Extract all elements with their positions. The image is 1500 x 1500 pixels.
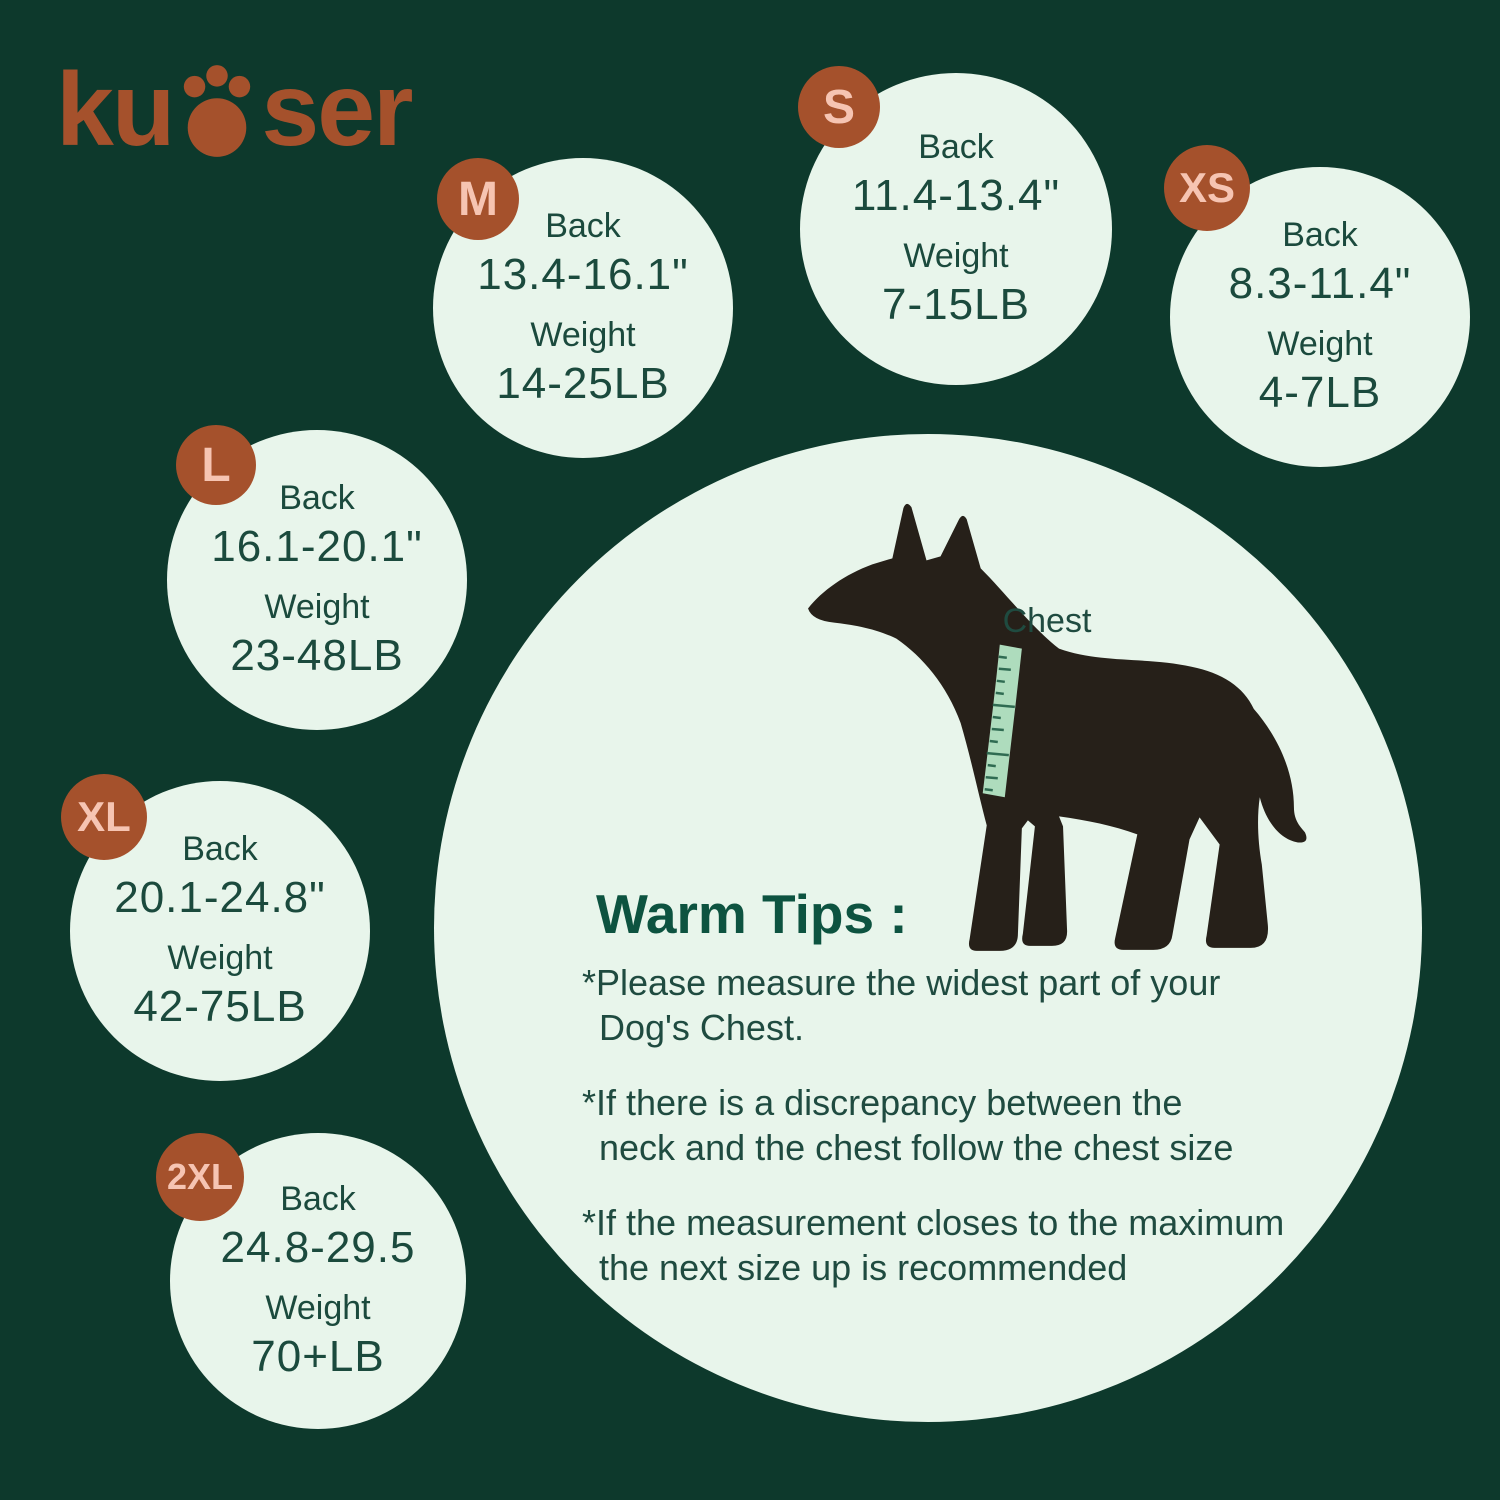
- dog-silhouette-icon: [808, 503, 1307, 951]
- weight-value: 42-75LB: [133, 981, 307, 1031]
- weight-label: Weight: [265, 1288, 371, 1327]
- tip-line: *Please measure the widest part of your: [582, 962, 1221, 1003]
- warm-tip-item: *Please measure the widest part of your …: [582, 960, 1284, 1050]
- tip-line: *If there is a discrepancy between the: [582, 1082, 1183, 1123]
- weight-value: 7-15LB: [882, 279, 1030, 329]
- back-label: Back: [1282, 215, 1358, 254]
- size-badge-l: L: [176, 425, 256, 505]
- weight-label: Weight: [530, 315, 636, 354]
- brand-logo: ku ser: [56, 52, 414, 168]
- back-value: 11.4-13.4": [851, 170, 1061, 220]
- back-value: 16.1-20.1": [211, 521, 423, 571]
- weight-label: Weight: [167, 938, 273, 977]
- back-label: Back: [918, 127, 994, 166]
- size-badge-m: M: [437, 158, 519, 240]
- measure-diagram-circle: Chest Warm Tips : *Please measure the wi…: [434, 434, 1422, 1422]
- back-label: Back: [279, 478, 355, 517]
- back-value: 24.8-29.5: [220, 1222, 416, 1272]
- tip-line: the next size up is recommended: [599, 1247, 1128, 1288]
- measuring-tape-icon: [982, 644, 1022, 798]
- size-circle-l: L Back 16.1-20.1" Weight 23-48LB: [167, 425, 467, 730]
- back-label: Back: [280, 1179, 356, 1218]
- paw-icon: [184, 65, 251, 157]
- warm-tips-title: Warm Tips :: [596, 883, 908, 945]
- size-circle-s: S Back 11.4-13.4" Weight 7-15LB: [798, 66, 1112, 385]
- chest-label: Chest: [1002, 602, 1092, 640]
- tip-line: *If the measurement closes to the maximu…: [582, 1202, 1285, 1243]
- size-badge-2xl: 2XL: [156, 1133, 244, 1221]
- warm-tips-list: *Please measure the widest part of your …: [582, 960, 1284, 1320]
- tip-line: Dog's Chest.: [599, 1007, 804, 1048]
- weight-value: 14-25LB: [496, 358, 670, 408]
- back-label: Back: [545, 206, 621, 245]
- size-circle-xs: XS Back 8.3-11.4" Weight 4-7LB: [1164, 145, 1470, 467]
- weight-value: 70+LB: [251, 1331, 385, 1381]
- weight-value: 4-7LB: [1258, 367, 1382, 417]
- warm-tip-item: *If there is a discrepancy between the n…: [582, 1080, 1284, 1170]
- size-circle-2xl: 2XL Back 24.8-29.5 Weight 70+LB: [156, 1133, 466, 1429]
- weight-value: 23-48LB: [230, 630, 404, 680]
- back-value: 8.3-11.4": [1228, 258, 1412, 308]
- size-badge-s: S: [798, 66, 880, 148]
- back-value: 13.4-16.1": [477, 249, 689, 299]
- weight-label: Weight: [1267, 324, 1373, 363]
- back-value: 20.1-24.8": [114, 872, 326, 922]
- back-label: Back: [182, 829, 258, 868]
- brand-logo-prefix: ku: [56, 52, 175, 168]
- size-circle-xl: XL Back 20.1-24.8" Weight 42-75LB: [61, 774, 370, 1081]
- size-circle-m: M Back 13.4-16.1" Weight 14-25LB: [433, 158, 733, 458]
- size-badge-xl: XL: [61, 774, 147, 860]
- size-badge-xs: XS: [1164, 145, 1250, 231]
- warm-tip-item: *If the measurement closes to the maximu…: [582, 1200, 1284, 1290]
- brand-logo-suffix: ser: [261, 52, 413, 168]
- tip-line: neck and the chest follow the chest size: [599, 1127, 1234, 1168]
- weight-label: Weight: [903, 236, 1009, 275]
- weight-label: Weight: [264, 587, 370, 626]
